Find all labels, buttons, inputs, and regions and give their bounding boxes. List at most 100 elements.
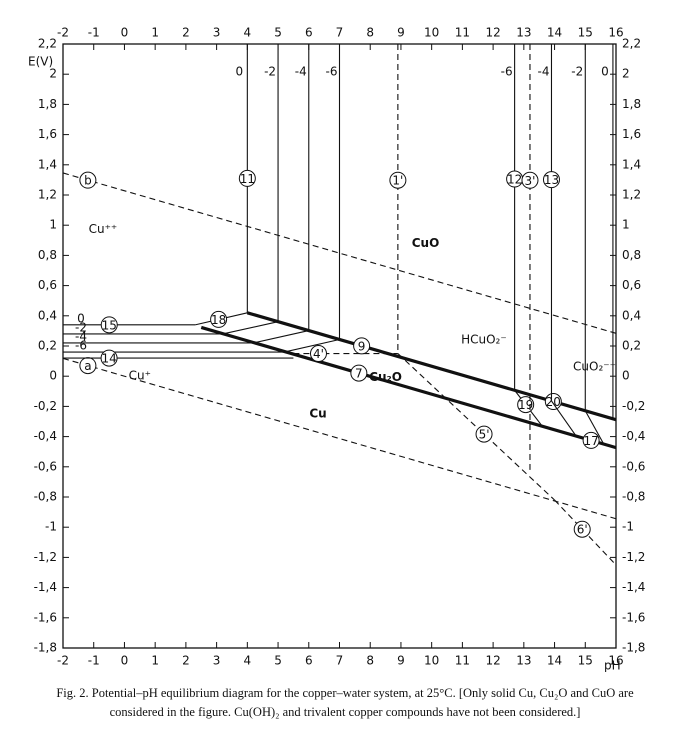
y-tick-label: 0,2 (38, 339, 57, 353)
y-tick-label: -0,6 (34, 459, 57, 473)
concentration-label: 0 (601, 65, 609, 79)
line-label: 17 (583, 434, 598, 448)
y-tick-label: 1,6 (38, 127, 57, 141)
x-tick-label: 4 (244, 654, 252, 668)
line-label: 1' (392, 174, 403, 188)
equilibrium-line (200, 325, 617, 450)
region-label: CuO₂⁻⁻ (573, 360, 616, 374)
x-tick-label: 0 (121, 654, 129, 668)
y-tick-label: -1 (622, 520, 634, 534)
equilibrium-line (63, 338, 340, 353)
y-tick-label: 0,6 (622, 278, 641, 292)
equilibrium-line (584, 410, 605, 445)
x-tick-label: 3 (213, 26, 221, 40)
y-axis-label: E(V) (28, 55, 53, 69)
y-tick-label: -0,6 (622, 459, 645, 473)
line-label: 7 (355, 367, 363, 381)
label-circle (475, 425, 493, 443)
concentration-label: 0 (236, 65, 244, 79)
x-tick-label: 11 (455, 26, 470, 40)
label-circle (79, 171, 97, 189)
concentration-label: -2 (571, 65, 583, 79)
label-circle (350, 364, 368, 382)
region-label: Cu (309, 406, 326, 420)
region-label: Cu⁺⁺ (89, 222, 118, 236)
x-tick-label: 16 (608, 26, 623, 40)
y-tick-label: -1,8 (622, 641, 645, 655)
x-tick-label: 13 (516, 26, 531, 40)
y-tick-label: 1,4 (38, 157, 57, 171)
label-circle (542, 171, 560, 189)
concentration-label: -4 (295, 65, 307, 79)
label-circle (238, 169, 256, 187)
y-tick-label: 1,2 (38, 188, 57, 202)
x-tick-label: -2 (57, 26, 69, 40)
line-label: a (84, 359, 91, 373)
x-tick-label: 5 (274, 26, 282, 40)
x-tick-label: 2 (182, 26, 190, 40)
line-label: 9 (358, 339, 366, 353)
line-label: 14 (101, 352, 116, 366)
y-tick-label: -1,2 (622, 550, 645, 564)
y-tick-label: -1,4 (34, 580, 57, 594)
y-tick-label: 2,2 (622, 37, 641, 51)
x-tick-label: 10 (424, 654, 439, 668)
region-label: Cu⁺ (129, 369, 151, 383)
line-label: 4' (313, 347, 324, 361)
caption: Fig. 2. Potential–pH equilibrium diagram… (56, 686, 634, 700)
y-tick-label: 1,4 (622, 157, 641, 171)
concentration-label: -6 (75, 339, 87, 353)
line-label: 19 (518, 398, 533, 412)
x-tick-label: 15 (578, 26, 593, 40)
x-axis-label: pH (604, 659, 621, 673)
line-label: 5' (479, 428, 490, 442)
x-tick-label: 4 (244, 26, 252, 40)
y-tick-label: 0,2 (622, 339, 641, 353)
line-label: 6' (577, 523, 588, 537)
line-label: b (84, 174, 92, 188)
y-tick-label: 2,2 (38, 37, 57, 51)
y-tick-label: -0,4 (34, 429, 57, 443)
label-circle (309, 345, 327, 363)
y-tick-label: 1,8 (38, 97, 57, 111)
concentration-label: -4 (75, 329, 87, 343)
y-tick-label: -1,6 (34, 610, 57, 624)
concentration-label: 0 (77, 311, 85, 325)
y-tick-label: 0,8 (38, 248, 57, 262)
y-tick-label: 0 (49, 369, 57, 383)
region-label: HCuO₂⁻ (461, 332, 507, 346)
x-tick-label: 0 (121, 26, 129, 40)
y-tick-label: 1,2 (622, 188, 641, 202)
equilibrium-line (551, 400, 577, 437)
x-tick-label: 6 (305, 26, 313, 40)
equilibrium-line (62, 172, 617, 334)
label-circle (100, 349, 118, 367)
x-tick-label: -1 (88, 26, 100, 40)
y-tick-label: 0,4 (38, 308, 57, 322)
equilibrium-line (397, 353, 555, 501)
label-circle (573, 520, 591, 538)
x-tick-label: 5 (274, 654, 282, 668)
label-circle (100, 316, 118, 334)
concentration-label: -2 (75, 320, 87, 334)
equilibrium-line (63, 330, 309, 344)
x-tick-label: 1 (151, 654, 159, 668)
x-tick-label: 9 (397, 26, 405, 40)
x-tick-label: 14 (547, 654, 562, 668)
y-tick-label: -1,2 (34, 550, 57, 564)
y-tick-label: 1 (49, 218, 57, 232)
y-tick-label: -1 (45, 520, 57, 534)
equilibrium-line (63, 321, 279, 335)
label-circle (389, 171, 407, 189)
y-tick-label: 0,8 (622, 248, 641, 262)
y-tick-label: -0,2 (622, 399, 645, 413)
concentration-label: -2 (264, 65, 276, 79)
line-label: 20 (546, 395, 561, 409)
x-tick-label: 14 (547, 26, 562, 40)
y-tick-label: -0,8 (34, 490, 57, 504)
caption: considered in the figure. Cu(OH)₂ and tr… (110, 705, 581, 719)
y-tick-label: -1,8 (34, 641, 57, 655)
y-tick-label: 0,4 (622, 308, 641, 322)
x-tick-label: 16 (608, 654, 623, 668)
line-label: 15 (102, 318, 117, 332)
